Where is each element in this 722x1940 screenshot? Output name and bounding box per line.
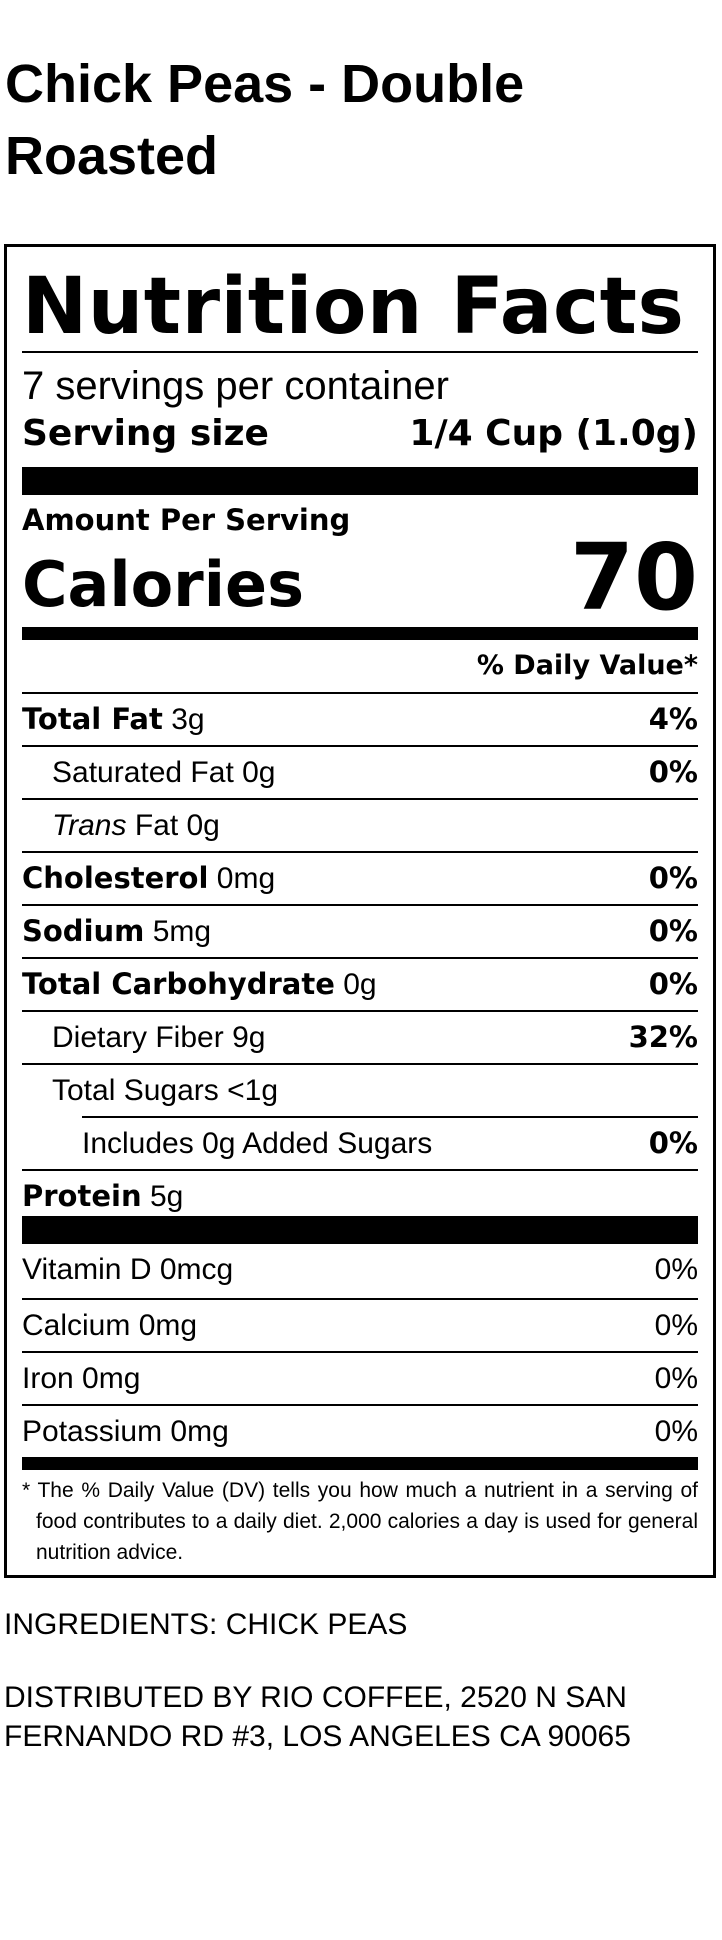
product-title-line2: Roasted: [5, 126, 219, 186]
nutrient-amount: 5g: [149, 1180, 184, 1213]
vitamin-dv: 0%: [654, 1253, 698, 1286]
serving-size-row: Serving size 1/4 Cup (1.0g): [22, 409, 698, 459]
nutrient-amount: 0mg: [216, 862, 276, 895]
servings-per-container: 7 servings per container: [22, 364, 449, 408]
calories-label: Calories: [22, 548, 304, 621]
nutrient-row-added-sugars: Includes 0g Added Sugars 0%: [82, 1116, 698, 1169]
vitamin-amount: 0mg: [138, 1309, 198, 1342]
nutrient-amount: Fat 0g: [134, 809, 220, 842]
calories-row: Calories 70: [22, 524, 698, 635]
nutrient-dv: 0%: [648, 755, 698, 789]
nutrient-row-saturated-fat: Saturated Fat 0g 0%: [22, 745, 698, 798]
nutrient-name: Protein: [22, 1179, 142, 1213]
nutrition-facts-title: Nutrition Facts: [22, 262, 685, 352]
nutrient-dv: 0%: [648, 914, 698, 948]
distributor-text: DISTRIBUTED BY RIO COFFEE, 2520 N SAN FE…: [4, 1681, 631, 1753]
vitamin-amount: 0mg: [170, 1415, 229, 1448]
amount-per-serving: Amount Per Serving: [22, 503, 351, 537]
vitamin-amount: 0mcg: [159, 1253, 234, 1286]
nutrient-row-dietary-fiber: Dietary Fiber 9g 32%: [22, 1010, 698, 1063]
vitamin-name: Iron: [22, 1362, 74, 1395]
thick-divider-footnote: [22, 1457, 698, 1470]
serving-size-value: 1/4 Cup (1.0g): [409, 413, 698, 454]
nutrient-name: Total Sugars: [52, 1074, 219, 1107]
nutrient-row-total-carbohydrate: Total Carbohydrate 0g 0%: [22, 957, 698, 1010]
vitamin-name: Potassium: [22, 1415, 163, 1448]
nutrient-dv: 0%: [648, 861, 698, 895]
serving-size-label: Serving size: [22, 413, 269, 454]
nutrient-name: Includes 0g Added Sugars: [82, 1127, 433, 1160]
vitamin-row-iron: Iron 0mg 0%: [22, 1351, 698, 1404]
thick-divider-calories: [22, 627, 698, 640]
nutrient-name: Trans: [52, 809, 127, 842]
vitamin-row-potassium: Potassium 0mg 0%: [22, 1404, 698, 1457]
nutrient-name: Total Fat: [22, 702, 163, 736]
vitamin-name: Calcium: [22, 1309, 131, 1342]
vitamin-row-vitamin-d: Vitamin D 0mcg 0%: [22, 1244, 698, 1298]
nutrient-row-protein: Protein 5g: [22, 1169, 698, 1222]
vitamin-name: Vitamin D: [22, 1253, 152, 1286]
nutrient-amount: 3g: [171, 703, 205, 736]
nutrient-name: Total Carbohydrate: [22, 967, 335, 1001]
nutrient-amount: 9g: [232, 1021, 266, 1054]
daily-value-footnote: * The % Daily Value (DV) tells you how m…: [22, 1479, 698, 1564]
vitamin-dv: 0%: [654, 1415, 698, 1448]
vitamin-dv: 0%: [654, 1362, 698, 1395]
product-title-line1: Chick Peas - Double: [5, 54, 525, 114]
daily-value-header: % Daily Value*: [476, 650, 698, 681]
nutrient-name: Saturated Fat: [52, 756, 234, 789]
nutrition-facts-label: Nutrition Facts 7 servings per container…: [4, 244, 716, 1578]
nutrient-dv: 0%: [648, 1126, 698, 1160]
nutrient-amount: <1g: [227, 1074, 278, 1107]
nutrient-row-sodium: Sodium 5mg 0%: [22, 904, 698, 957]
nutrient-row-trans-fat: Trans Fat 0g: [22, 798, 698, 851]
nutrient-row-total-sugars: Total Sugars <1g: [22, 1063, 698, 1116]
product-title: Chick Peas - Double Roasted: [5, 48, 705, 192]
nutrient-name: Dietary Fiber: [52, 1021, 224, 1054]
nutrient-dv: 0%: [648, 967, 698, 1001]
nutrient-row-cholesterol: Cholesterol 0mg 0%: [22, 851, 698, 904]
nutrient-row-total-fat: Total Fat 3g 4%: [22, 692, 698, 745]
nutrient-amount: 0g: [343, 968, 377, 1001]
vitamin-row-calcium: Calcium 0mg 0%: [22, 1298, 698, 1351]
nutrient-name: Sodium: [22, 914, 145, 948]
calories-value: 70: [569, 524, 698, 631]
nutrient-name: Cholesterol: [22, 861, 209, 895]
title-divider: [22, 351, 698, 353]
ingredients-text: INGREDIENTS: CHICK PEAS: [4, 1608, 408, 1641]
thick-divider-top: [22, 467, 698, 495]
nutrient-dv: 4%: [648, 702, 698, 736]
nutrient-dv: 32%: [628, 1020, 698, 1054]
vitamin-amount: 0mg: [82, 1362, 141, 1395]
nutrient-amount: 0g: [242, 756, 276, 789]
thick-divider-vitamins: [22, 1216, 698, 1244]
vitamin-dv: 0%: [654, 1309, 698, 1342]
nutrient-amount: 5mg: [152, 915, 212, 948]
